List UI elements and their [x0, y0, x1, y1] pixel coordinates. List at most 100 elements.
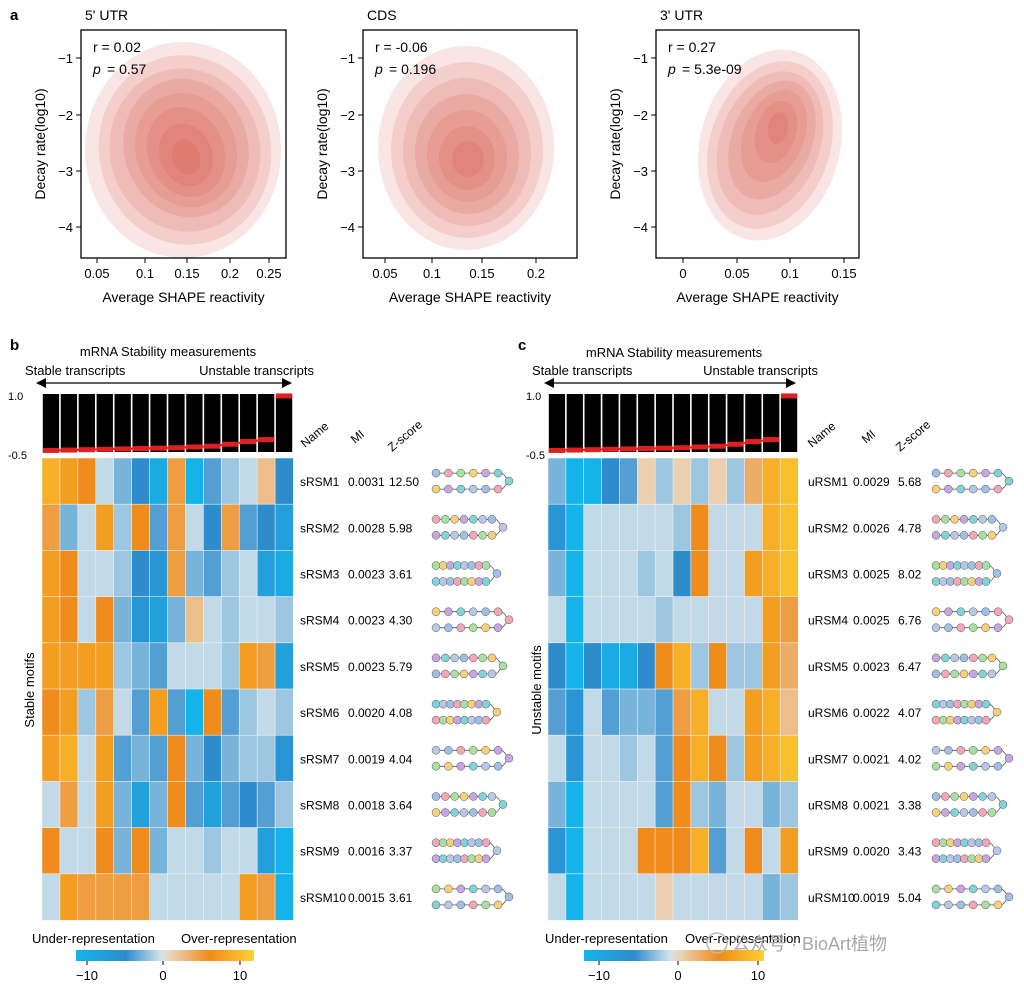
motif-name: sRSM8	[300, 799, 340, 813]
y-tick-label: −2	[633, 108, 648, 123]
nucleotide-icon	[981, 577, 991, 586]
density-contour-level-6	[146, 107, 226, 197]
heatmap-cell	[274, 596, 294, 644]
nucleotide-icon	[504, 892, 514, 902]
motif-name: sRSM7	[300, 752, 340, 766]
nucleotide-icon	[938, 561, 948, 570]
nucleotide-icon	[456, 884, 466, 894]
density-contour-level-5	[134, 92, 238, 208]
motif-name: sRSM5	[300, 660, 340, 674]
nucleotide-icon	[468, 746, 478, 755]
nucleotide-icon	[944, 607, 953, 616]
nucleotide-icon	[960, 715, 969, 725]
stability-bar	[60, 394, 78, 452]
heatmap-cell	[690, 827, 710, 875]
motif-name: sRSM3	[300, 568, 340, 582]
nucleotide-icon	[468, 484, 478, 494]
heatmap-cell	[690, 642, 710, 690]
panel-c-arrow-right-head	[786, 378, 796, 388]
motif-mi: 0.0026	[853, 521, 890, 535]
heatmap-cell	[726, 503, 746, 552]
heatmap-cell	[185, 503, 204, 552]
nucleotide-icon	[941, 653, 950, 663]
heatmap-cell	[185, 688, 204, 736]
nucleotide-icon	[931, 468, 941, 478]
watermark: 公众号 · BioArt植物	[706, 932, 887, 954]
nucleotide-icon	[492, 707, 502, 717]
nucleotide-icon	[978, 515, 987, 524]
nucleotide-icon	[431, 699, 441, 709]
density-contour-level-3	[109, 68, 261, 232]
nucleotide-icon	[481, 762, 490, 771]
nucleotide-icon	[481, 746, 490, 755]
nucleotide-icon	[456, 468, 466, 478]
rna-motif-structure	[931, 653, 1008, 679]
nucleotide-icon	[469, 515, 478, 524]
nucleotide-icon	[944, 762, 953, 771]
nucleotide-icon	[953, 715, 962, 725]
heatmap-cell	[726, 596, 746, 644]
heatmap-cell	[761, 457, 781, 505]
heatmap-cell	[547, 596, 567, 644]
heatmap-cell	[690, 596, 710, 644]
heatmap-cell	[131, 457, 151, 505]
nucleotide-icon	[504, 754, 514, 763]
nucleotide-icon	[941, 808, 950, 817]
density-contours	[378, 46, 554, 250]
stability-bar	[727, 394, 744, 452]
nucleotide-icon	[481, 561, 491, 570]
nucleotide-icon	[460, 561, 469, 570]
nucleotide-icon	[450, 808, 459, 817]
nucleotide-icon	[460, 838, 469, 847]
nucleotide-icon	[456, 746, 466, 755]
nucleotide-icon	[441, 792, 450, 801]
heatmap-cell	[779, 873, 799, 921]
nucleotide-icon	[446, 577, 455, 586]
heatmap-cell	[583, 642, 603, 690]
nucleotide-icon	[492, 846, 502, 855]
nucleotide-icon	[959, 808, 969, 817]
heatmap-cell	[601, 503, 621, 552]
nucleotide-icon	[493, 884, 503, 894]
nucleotide-icon	[987, 531, 997, 540]
nucleotide-icon	[987, 669, 997, 679]
panel-c-heatmap	[547, 457, 799, 921]
nucleotide-icon	[931, 484, 941, 494]
heatmap-cell	[547, 734, 567, 783]
nucleotide-icon	[456, 623, 466, 632]
nucleotide-icon	[481, 715, 491, 725]
p-value-label: p	[92, 61, 101, 77]
heatmap-cell	[77, 734, 97, 783]
heatmap-cell	[59, 642, 79, 690]
nucleotide-icon	[959, 515, 969, 524]
heatmap-cell	[619, 873, 638, 921]
rna-motif-structure	[931, 746, 1014, 771]
nucleotide-icon	[993, 884, 1003, 894]
nucleotide-icon	[978, 531, 987, 540]
density-contour-level-6	[438, 126, 496, 190]
heatmap-cell	[185, 596, 204, 644]
heatmap-cell	[41, 873, 61, 921]
heatmap-cell	[619, 827, 638, 875]
heatmap-cell	[726, 734, 746, 783]
motif-mi: 0.0020	[348, 706, 385, 720]
nucleotide-icon	[474, 577, 484, 586]
heatmap-cell	[726, 457, 746, 505]
nucleotide-icon	[931, 838, 941, 847]
heatmap-cell	[654, 457, 674, 505]
nucleotide-icon	[946, 715, 955, 725]
nucleotide-icon	[987, 792, 997, 801]
heatmap-cell	[779, 642, 799, 690]
heatmap-cell	[672, 457, 692, 505]
panel-b-zscore-header: Z-score	[385, 417, 425, 454]
panel-b-colorbar-tick-label: −10	[76, 968, 98, 983]
motif-mi: 0.0019	[853, 891, 890, 905]
panel-b-bar-top-label: 1.0	[8, 391, 23, 403]
motif-zscore: 4.04	[389, 752, 413, 766]
density-contour-level-4	[123, 78, 249, 218]
nucleotide-icon	[931, 762, 941, 771]
heatmap-cell	[744, 642, 763, 690]
nucleotide-icon	[981, 561, 991, 570]
panel-b-mi-header: MI	[348, 427, 367, 446]
nucleotide-icon	[978, 808, 987, 817]
